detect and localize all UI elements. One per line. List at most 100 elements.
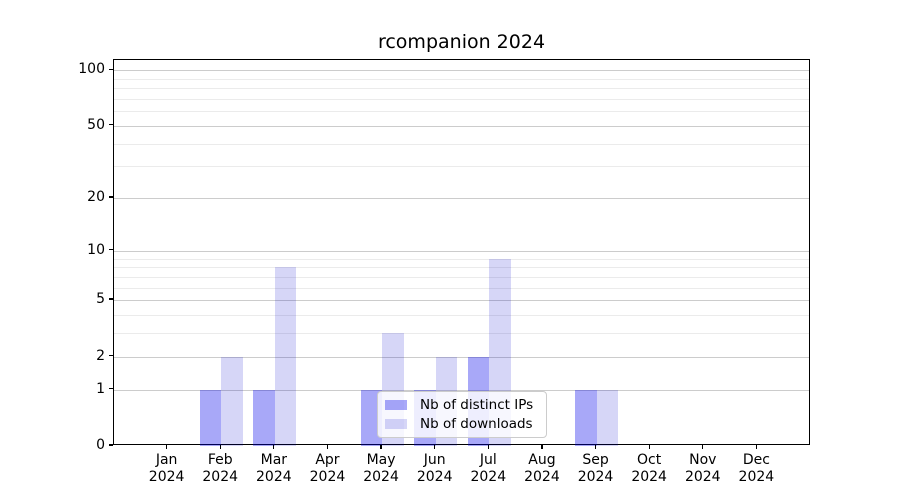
x-tick-month: Jan (155, 452, 178, 468)
x-tick (541, 445, 543, 449)
bar-nb-of-distinct-ips-mar (253, 389, 275, 446)
x-tick-year: 2024 (738, 468, 775, 485)
legend-label: Nb of distinct IPs (420, 396, 534, 413)
minor-gridline (114, 98, 809, 100)
x-tick (326, 445, 329, 449)
x-tick-month: Aug (528, 452, 556, 468)
x-tick-month: May (366, 452, 396, 468)
y-tick (109, 68, 113, 70)
legend-swatch-icon (385, 399, 407, 410)
major-gridline (114, 389, 809, 391)
minor-gridline (114, 258, 809, 260)
x-tick-month: Mar (260, 452, 288, 468)
x-tick-year: 2024 (470, 468, 507, 485)
x-tick-year: 2024 (684, 468, 721, 485)
minor-gridline (114, 88, 809, 90)
minor-gridline (114, 267, 809, 269)
bar-nb-of-distinct-ips-feb (199, 389, 222, 446)
minor-gridline (114, 333, 809, 335)
x-tick (755, 445, 757, 449)
x-tick-month: Feb (207, 452, 233, 468)
legend-entry: Nb of downloads (385, 416, 539, 432)
x-tick (648, 445, 650, 449)
x-tick-label: Aug 2024 (510, 452, 574, 485)
chart-title: rcompanion 2024 (377, 31, 546, 53)
x-tick-label: Feb 2024 (188, 452, 252, 485)
major-gridline (114, 70, 809, 72)
y-tick-label: 5 (96, 291, 105, 308)
x-tick-year: 2024 (148, 468, 185, 485)
x-tick-year: 2024 (309, 468, 346, 485)
minor-gridline (114, 78, 809, 80)
x-tick (702, 445, 704, 449)
x-tick-year: 2024 (524, 468, 560, 485)
legend-entry: Nb of distinct IPs (385, 397, 539, 413)
x-tick-year: 2024 (363, 468, 399, 485)
x-tick (273, 445, 275, 449)
x-tick-label: Oct 2024 (617, 452, 681, 485)
x-tick-label: Jan 2024 (135, 452, 199, 485)
bar-nb-of-downloads-sep (596, 389, 618, 446)
x-tick-year: 2024 (416, 468, 453, 485)
minor-gridline (114, 143, 809, 145)
major-gridline (114, 250, 809, 252)
x-tick-label: Apr 2024 (295, 452, 359, 485)
plot-area (113, 59, 810, 446)
y-tick (109, 354, 113, 357)
y-tick (109, 124, 113, 126)
bar-nb-of-distinct-ips-may (360, 389, 383, 446)
x-tick-year: 2024 (631, 468, 667, 485)
x-tick-label: Nov 2024 (671, 452, 735, 485)
minor-gridline (114, 166, 809, 168)
major-gridline (114, 125, 809, 127)
legend-label: Nb of downloads (420, 416, 533, 433)
x-tick-month: Jun (423, 452, 446, 468)
x-tick-month: Oct (637, 452, 662, 468)
major-gridline (114, 198, 809, 200)
minor-gridline (114, 314, 809, 316)
x-tick (380, 445, 382, 449)
y-tick-label: 50 (87, 116, 105, 133)
minor-gridline (114, 276, 809, 278)
x-tick-month: Dec (742, 452, 770, 468)
x-tick-year: 2024 (577, 468, 614, 485)
x-tick (166, 445, 168, 449)
y-tick-label: 20 (87, 189, 105, 206)
x-tick-month: Apr (315, 452, 340, 468)
y-tick-label: 2 (96, 347, 105, 364)
x-tick-month: Sep (582, 452, 609, 468)
y-tick-label: 100 (78, 61, 105, 78)
x-tick (434, 445, 436, 449)
y-tick (109, 298, 113, 300)
x-tick-label: Jul 2024 (456, 452, 520, 485)
major-gridline (114, 300, 809, 302)
x-tick (219, 445, 221, 449)
x-tick (487, 445, 489, 449)
x-tick (594, 445, 597, 449)
y-tick-label: 10 (87, 241, 105, 258)
x-tick-label: Dec 2024 (724, 452, 788, 485)
bar-nb-of-downloads-feb (221, 356, 243, 446)
x-tick-month: Nov (689, 452, 717, 468)
y-tick (109, 387, 113, 390)
minor-gridline (114, 287, 809, 289)
x-tick-label: Mar 2024 (242, 452, 306, 485)
x-tick-month: Jul (479, 452, 497, 468)
x-tick-label: May 2024 (349, 452, 413, 485)
bar-nb-of-distinct-ips-sep (575, 389, 597, 446)
y-tick (109, 196, 113, 198)
y-tick (109, 444, 113, 446)
minor-gridline (114, 111, 809, 113)
x-tick-year: 2024 (202, 468, 239, 485)
bar-nb-of-downloads-mar (274, 267, 297, 446)
x-tick-year: 2024 (256, 468, 292, 485)
y-tick (109, 249, 113, 251)
x-tick-label: Jun 2024 (403, 452, 467, 485)
legend: Nb of distinct IPs Nb of downloads (377, 391, 547, 438)
major-gridline (114, 356, 809, 358)
legend-swatch-icon (385, 419, 407, 430)
y-tick-label: 0 (96, 437, 105, 453)
x-tick-label: Sep 2024 (564, 452, 628, 485)
y-tick-label: 1 (96, 380, 105, 397)
